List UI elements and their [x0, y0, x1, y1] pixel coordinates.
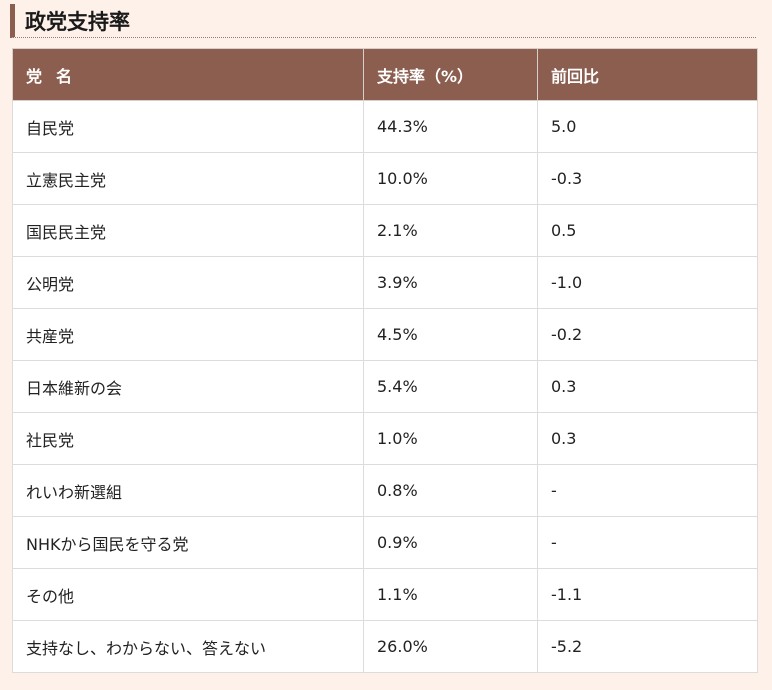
header-rate: 支持率（%） [363, 48, 538, 101]
change-value: 0.5 [537, 204, 758, 257]
table-row: その他 1.1% -1.1 [12, 568, 758, 621]
party-name: 国民民主党 [12, 204, 364, 257]
change-value: 0.3 [537, 412, 758, 465]
party-name: 共産党 [12, 308, 364, 361]
support-rate: 26.0% [363, 620, 538, 673]
table-header-row: 党名 支持率（%） 前回比 [12, 48, 758, 101]
party-name: 支持なし、わからない、答えない [12, 620, 364, 673]
party-name: 日本維新の会 [12, 360, 364, 413]
party-name: れいわ新選組 [12, 464, 364, 517]
support-rate: 2.1% [363, 204, 538, 257]
support-rate: 3.9% [363, 256, 538, 309]
change-value: -1.0 [537, 256, 758, 309]
section-heading: 政党支持率 [10, 4, 756, 38]
support-rate: 5.4% [363, 360, 538, 413]
change-value: 5.0 [537, 100, 758, 153]
table-row: 共産党 4.5% -0.2 [12, 308, 758, 361]
header-party: 党名 [12, 48, 364, 101]
change-value: - [537, 464, 758, 517]
table-row: れいわ新選組 0.8% - [12, 464, 758, 517]
section-title: 政党支持率 [25, 9, 130, 34]
support-rate: 44.3% [363, 100, 538, 153]
table-row: 国民民主党 2.1% 0.5 [12, 204, 758, 257]
table-row: 立憲民主党 10.0% -0.3 [12, 152, 758, 205]
support-rate: 0.8% [363, 464, 538, 517]
header-change: 前回比 [537, 48, 758, 101]
support-rate: 1.1% [363, 568, 538, 621]
party-name: その他 [12, 568, 364, 621]
change-value: 0.3 [537, 360, 758, 413]
party-name: 社民党 [12, 412, 364, 465]
party-name: 公明党 [12, 256, 364, 309]
party-name: 立憲民主党 [12, 152, 364, 205]
table-row: 社民党 1.0% 0.3 [12, 412, 758, 465]
change-value: - [537, 516, 758, 569]
support-rate: 1.0% [363, 412, 538, 465]
change-value: -0.3 [537, 152, 758, 205]
support-rate: 0.9% [363, 516, 538, 569]
party-name: NHKから国民を守る党 [12, 516, 364, 569]
support-rate: 4.5% [363, 308, 538, 361]
support-rate-table: 党名 支持率（%） 前回比 自民党 44.3% 5.0 立憲民主党 10.0% … [12, 48, 758, 673]
party-name: 自民党 [12, 100, 364, 153]
support-rate: 10.0% [363, 152, 538, 205]
table-row: 自民党 44.3% 5.0 [12, 100, 758, 153]
table-row: 日本維新の会 5.4% 0.3 [12, 360, 758, 413]
change-value: -1.1 [537, 568, 758, 621]
change-value: -0.2 [537, 308, 758, 361]
table-row: 支持なし、わからない、答えない 26.0% -5.2 [12, 620, 758, 673]
change-value: -5.2 [537, 620, 758, 673]
table-row: NHKから国民を守る党 0.9% - [12, 516, 758, 569]
table-row: 公明党 3.9% -1.0 [12, 256, 758, 309]
